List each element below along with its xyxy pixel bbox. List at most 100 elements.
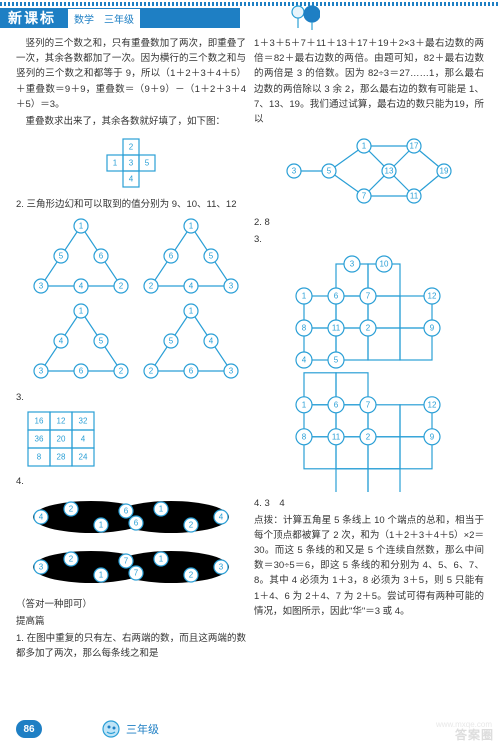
svg-text:3: 3 bbox=[229, 282, 234, 291]
svg-text:2: 2 bbox=[119, 367, 124, 376]
svg-text:4: 4 bbox=[79, 282, 84, 291]
header-title: 新课标 bbox=[0, 8, 64, 28]
grid-diagram: 310167128112945167128112945 bbox=[254, 252, 484, 492]
svg-text:13: 13 bbox=[385, 167, 394, 176]
svg-text:28: 28 bbox=[57, 452, 66, 461]
svg-text:6: 6 bbox=[124, 506, 129, 515]
svg-text:17: 17 bbox=[410, 142, 419, 151]
svg-text:7: 7 bbox=[362, 192, 367, 201]
svg-text:2: 2 bbox=[69, 504, 74, 513]
svg-text:6: 6 bbox=[169, 252, 174, 261]
q28: 2. 8 bbox=[254, 215, 484, 230]
para: 1＋3＋5＋7＋11＋13＋17＋19＋2×3＋最右边数的两倍＝82＋最右边数的… bbox=[254, 36, 484, 127]
svg-text:7: 7 bbox=[366, 291, 371, 300]
svg-text:5: 5 bbox=[145, 159, 150, 168]
svg-text:24: 24 bbox=[79, 452, 88, 461]
svg-text:1: 1 bbox=[189, 222, 194, 231]
svg-text:16: 16 bbox=[35, 416, 44, 425]
svg-text:2: 2 bbox=[149, 282, 154, 291]
svg-text:32: 32 bbox=[79, 416, 88, 425]
footer-icon bbox=[102, 720, 120, 738]
svg-text:5: 5 bbox=[209, 252, 214, 261]
svg-text:8: 8 bbox=[302, 432, 307, 441]
svg-text:19: 19 bbox=[440, 167, 449, 176]
svg-text:5: 5 bbox=[327, 167, 332, 176]
svg-text:6: 6 bbox=[79, 367, 84, 376]
section-heading: 提高篇 bbox=[16, 614, 246, 629]
svg-text:1: 1 bbox=[99, 520, 104, 529]
para: 重叠数求出来了，其余各数就好填了，如下图： bbox=[16, 114, 246, 129]
svg-text:2: 2 bbox=[149, 367, 154, 376]
svg-text:6: 6 bbox=[99, 252, 104, 261]
oval-diagrams: 4216612432177123 bbox=[16, 493, 246, 593]
svg-text:6: 6 bbox=[134, 518, 139, 527]
triangles-diagram: 132564123654132456123546 bbox=[16, 216, 246, 386]
svg-text:3: 3 bbox=[39, 562, 44, 571]
q2-text: 2. 三角形边幻和可以取到的值分别为 9、10、11、12 bbox=[16, 197, 246, 212]
svg-text:5: 5 bbox=[99, 337, 104, 346]
tg1-text: 1. 在图中重复的只有左、右两端的数，而且这两端的数都多加了两次，那么每条线之和… bbox=[16, 631, 246, 661]
svg-text:4: 4 bbox=[59, 337, 64, 346]
q3-label-r: 3. bbox=[254, 232, 484, 247]
svg-text:1: 1 bbox=[99, 570, 104, 579]
right-column: 1＋3＋5＋7＋11＋13＋17＋19＋2×3＋最右边数的两倍＝82＋最右边数的… bbox=[254, 36, 484, 663]
header-stripes bbox=[0, 2, 500, 6]
q434: 4. 3 4 bbox=[254, 496, 484, 511]
note: （答对一种即可） bbox=[16, 597, 246, 612]
svg-text:2: 2 bbox=[69, 554, 74, 563]
svg-text:1: 1 bbox=[159, 554, 164, 563]
svg-text:7: 7 bbox=[124, 556, 129, 565]
svg-text:3: 3 bbox=[219, 562, 224, 571]
svg-text:1: 1 bbox=[79, 307, 84, 316]
svg-text:1: 1 bbox=[159, 504, 164, 513]
svg-text:1: 1 bbox=[302, 400, 307, 409]
svg-text:11: 11 bbox=[410, 192, 419, 201]
svg-text:2: 2 bbox=[366, 323, 371, 332]
svg-text:6: 6 bbox=[334, 291, 339, 300]
hexagon-diagram: 351713171119 bbox=[254, 131, 484, 211]
page-footer: 86 三年级 bbox=[0, 717, 500, 741]
svg-text:36: 36 bbox=[35, 434, 44, 443]
svg-text:6: 6 bbox=[189, 367, 194, 376]
svg-text:12: 12 bbox=[57, 416, 66, 425]
magic-square: 1612323620482824 bbox=[16, 410, 246, 470]
watermark: 答案圈 bbox=[455, 726, 494, 743]
svg-text:11: 11 bbox=[332, 432, 341, 441]
svg-text:5: 5 bbox=[169, 337, 174, 346]
svg-text:9: 9 bbox=[430, 323, 435, 332]
svg-text:2: 2 bbox=[366, 432, 371, 441]
svg-text:20: 20 bbox=[57, 434, 66, 443]
para: 竖列的三个数之和，只有重叠数加了两次，即重叠了一次，其余各数都加了一次。因为横行… bbox=[16, 36, 246, 112]
cross-diagram: 21354 bbox=[16, 133, 246, 193]
svg-text:12: 12 bbox=[428, 400, 437, 409]
svg-text:1: 1 bbox=[79, 222, 84, 231]
svg-text:6: 6 bbox=[334, 400, 339, 409]
para: 点拨：计算五角星 5 条线上 10 个端点的总和，相当于每个顶点都被算了 2 次… bbox=[254, 513, 484, 619]
svg-text:7: 7 bbox=[366, 400, 371, 409]
svg-text:1: 1 bbox=[189, 307, 194, 316]
left-column: 竖列的三个数之和，只有重叠数加了两次，即重叠了一次，其余各数都加了一次。因为横行… bbox=[16, 36, 246, 663]
page-number: 86 bbox=[16, 720, 42, 738]
svg-text:4: 4 bbox=[81, 434, 86, 443]
svg-text:3: 3 bbox=[39, 282, 44, 291]
svg-text:3: 3 bbox=[350, 259, 355, 268]
svg-text:5: 5 bbox=[334, 355, 339, 364]
svg-text:2: 2 bbox=[189, 520, 194, 529]
svg-text:5: 5 bbox=[59, 252, 64, 261]
svg-text:2: 2 bbox=[119, 282, 124, 291]
svg-text:11: 11 bbox=[332, 323, 341, 332]
svg-text:3: 3 bbox=[229, 367, 234, 376]
svg-text:3: 3 bbox=[129, 159, 134, 168]
q4-label: 4. bbox=[16, 474, 246, 489]
svg-text:10: 10 bbox=[380, 259, 389, 268]
svg-text:12: 12 bbox=[428, 291, 437, 300]
svg-text:3: 3 bbox=[39, 367, 44, 376]
svg-text:1: 1 bbox=[362, 142, 367, 151]
footer-grade: 三年级 bbox=[126, 721, 159, 737]
svg-text:2: 2 bbox=[189, 570, 194, 579]
svg-text:4: 4 bbox=[39, 512, 44, 521]
svg-text:3: 3 bbox=[292, 167, 297, 176]
svg-text:1: 1 bbox=[302, 291, 307, 300]
q3-label: 3. bbox=[16, 390, 246, 405]
svg-text:4: 4 bbox=[219, 512, 224, 521]
